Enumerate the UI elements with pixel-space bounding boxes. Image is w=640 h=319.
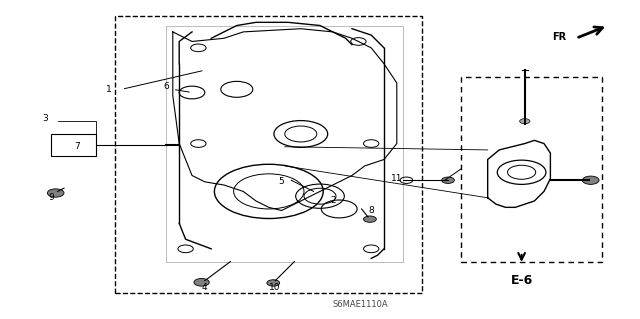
Text: 9: 9: [49, 193, 54, 202]
Circle shape: [364, 216, 376, 222]
Text: 11: 11: [391, 174, 403, 183]
Circle shape: [520, 119, 530, 124]
Circle shape: [194, 278, 209, 286]
Text: FR: FR: [552, 32, 566, 42]
Text: 8: 8: [369, 206, 374, 215]
Circle shape: [582, 176, 599, 184]
Text: 4: 4: [202, 283, 207, 292]
Text: 7: 7: [74, 142, 79, 151]
Text: 5: 5: [279, 177, 284, 186]
Text: S6MAE1110A: S6MAE1110A: [333, 300, 388, 309]
Text: 10: 10: [269, 283, 281, 292]
Text: 6: 6: [164, 82, 169, 91]
Text: 1: 1: [106, 85, 111, 94]
Circle shape: [267, 280, 280, 286]
Text: 2: 2: [330, 197, 335, 205]
Bar: [51, 134, 96, 156]
Text: 3: 3: [42, 114, 47, 122]
Circle shape: [442, 177, 454, 183]
Circle shape: [47, 189, 64, 197]
Text: E-6: E-6: [511, 274, 532, 287]
